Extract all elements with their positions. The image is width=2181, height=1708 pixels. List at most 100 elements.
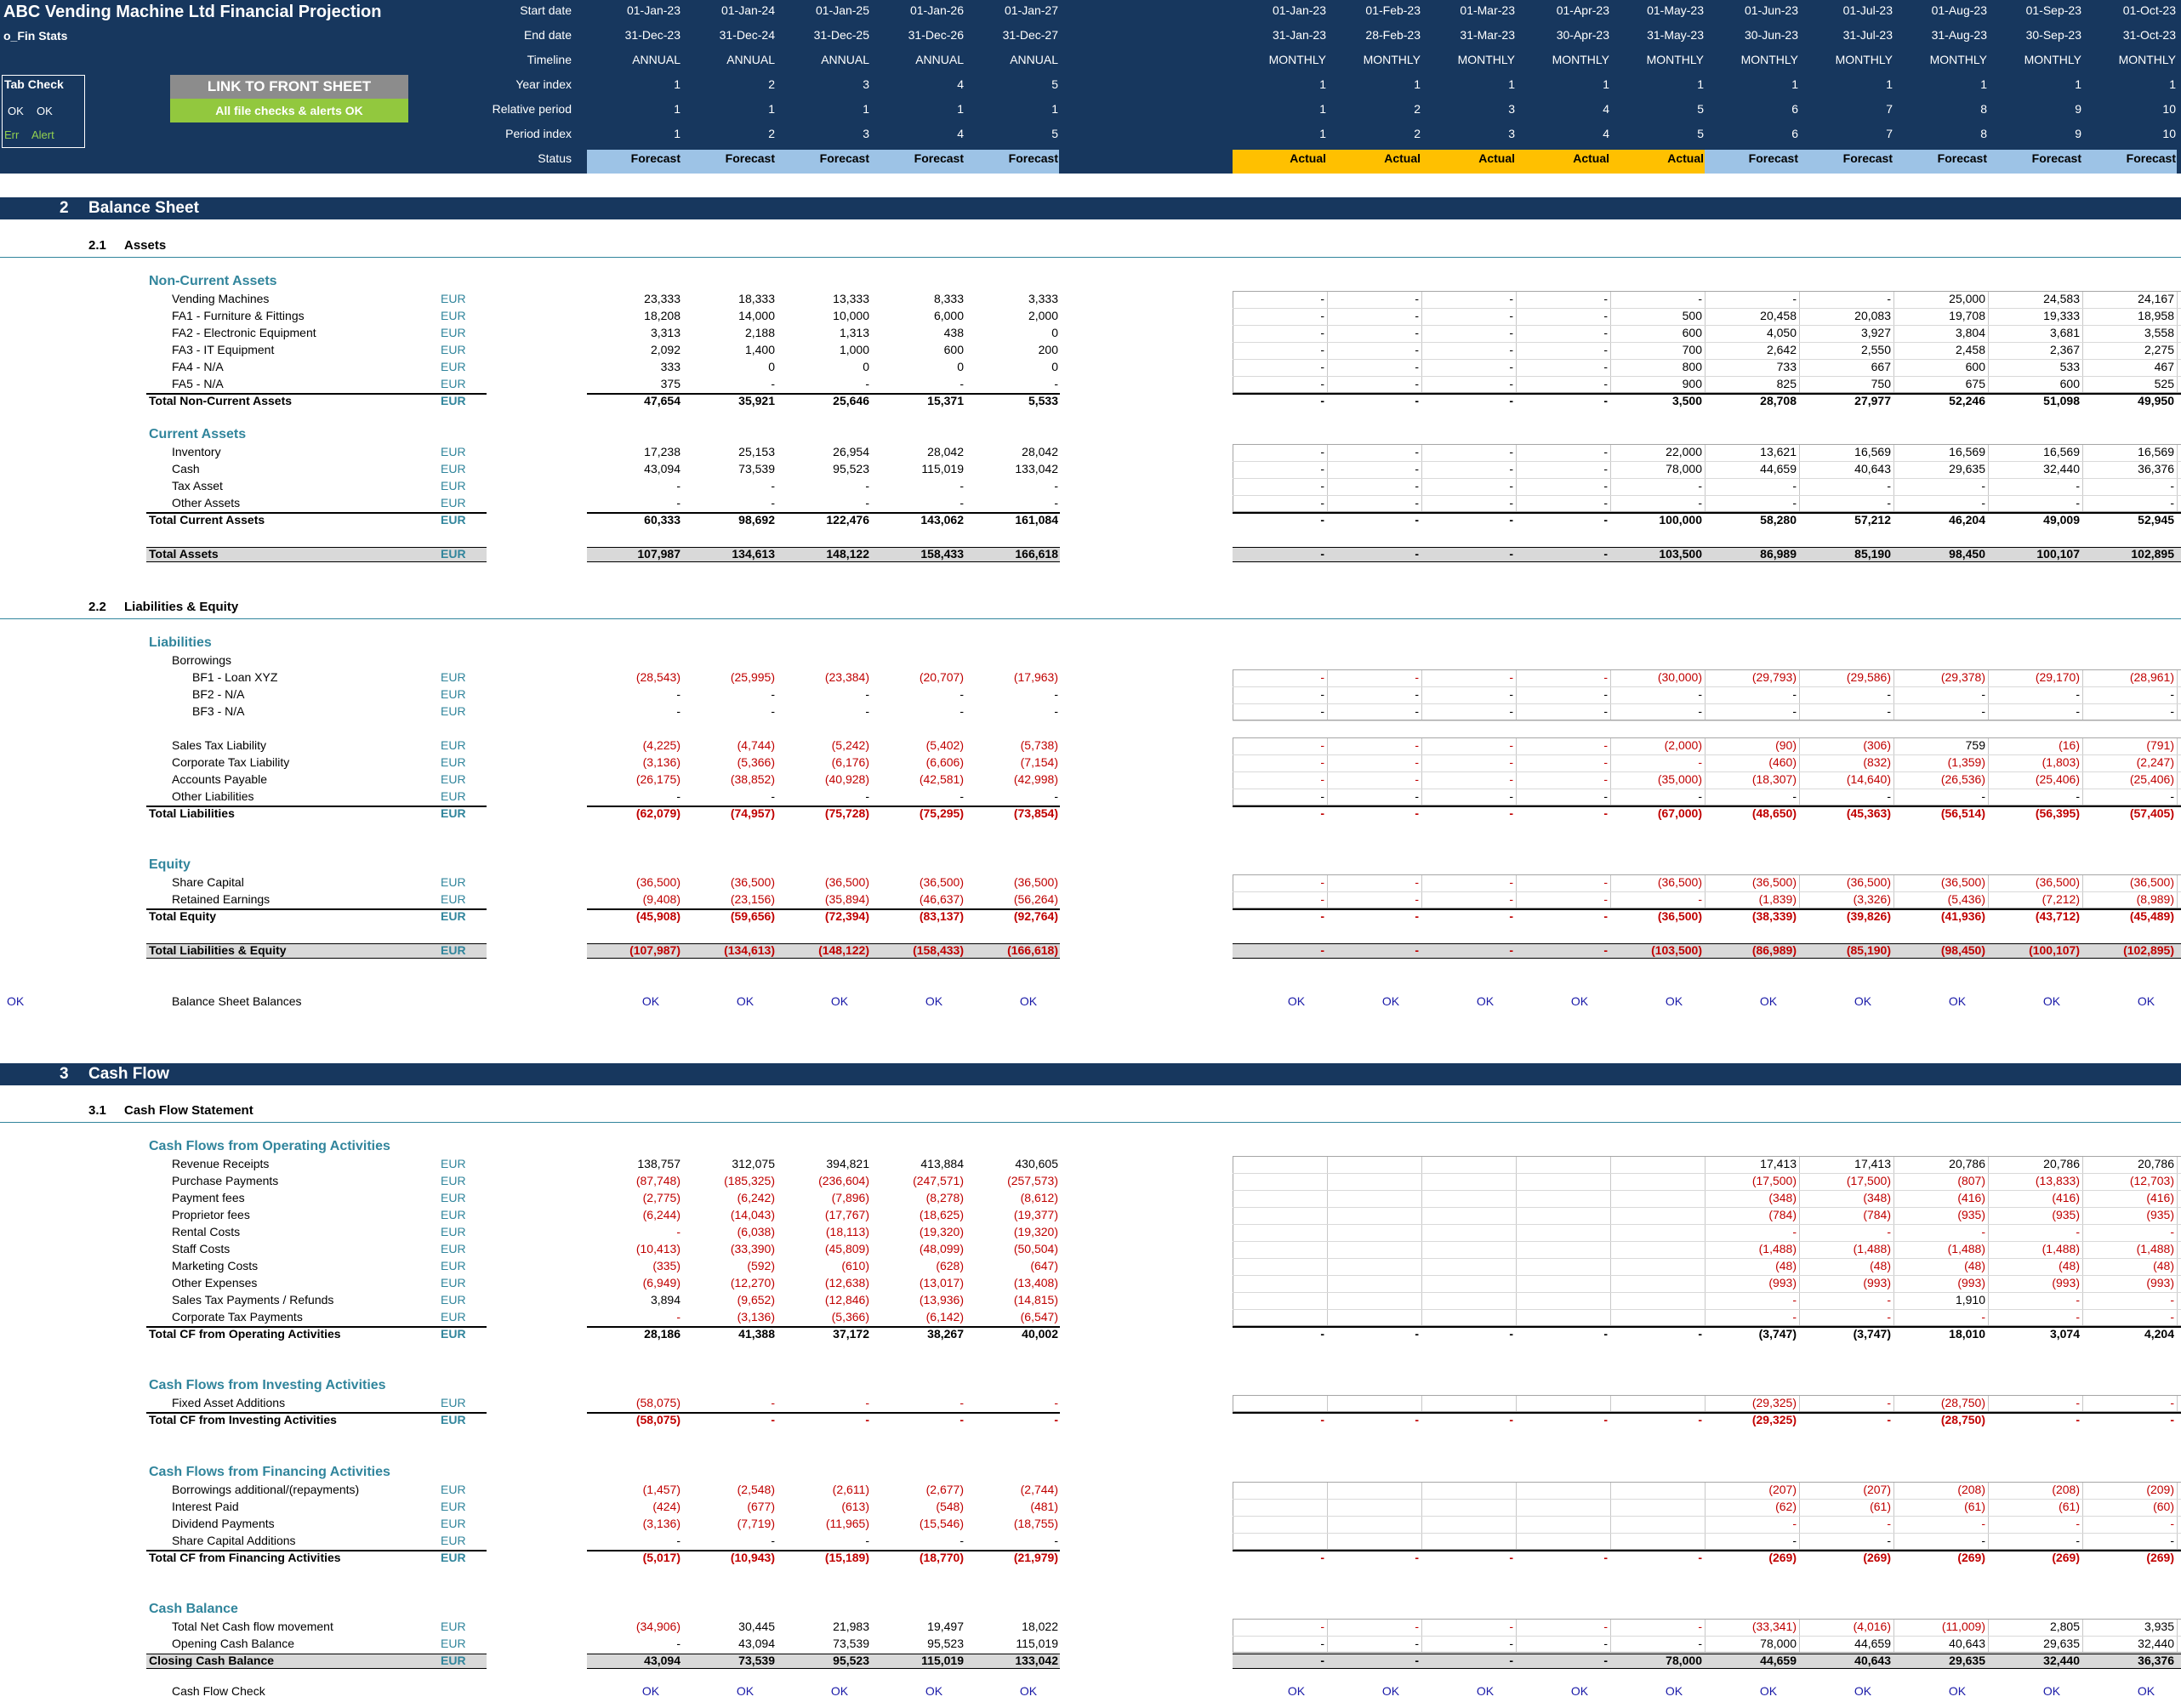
monthly-value-cell: - bbox=[1320, 343, 1324, 356]
monthly-value-cell: - bbox=[1603, 738, 1608, 752]
row-label: FA1 - Furniture & Fittings bbox=[172, 309, 305, 322]
monthly-value-cell: (56,395) bbox=[2035, 806, 2080, 820]
annual-value-cell: - bbox=[771, 496, 775, 510]
monthly-year_index-cell: 1 bbox=[2075, 77, 2081, 91]
annual-value-cell: (87,748) bbox=[635, 1174, 680, 1187]
total-rule bbox=[587, 512, 1060, 514]
tab-check-ok-2: OK bbox=[37, 105, 53, 117]
monthly-value-cell: (1,803) bbox=[2041, 755, 2080, 769]
monthly-value-cell: - bbox=[1603, 909, 1608, 923]
status-cell-bg bbox=[1705, 150, 1799, 174]
row-divider bbox=[1233, 1173, 2181, 1174]
monthly-value-cell: - bbox=[1887, 1413, 1891, 1426]
total-rule bbox=[587, 1326, 1060, 1328]
row-divider bbox=[1233, 1653, 2181, 1654]
monthly-value-cell: - bbox=[1415, 755, 1419, 769]
annual-value-cell: 1,000 bbox=[839, 343, 869, 356]
row-label: Vending Machines bbox=[172, 292, 270, 305]
monthly-value-cell: 32,440 bbox=[2043, 462, 2080, 475]
monthly-value-cell: - bbox=[1887, 687, 1891, 701]
monthly-value-cell: - bbox=[2170, 1396, 2174, 1409]
annual-value-cell: - bbox=[1054, 479, 1058, 492]
unit-label: EUR bbox=[441, 1208, 466, 1221]
monthly-period_index-cell: 6 bbox=[1791, 127, 1798, 140]
row-divider bbox=[1233, 703, 2181, 704]
unit-label: EUR bbox=[441, 1654, 466, 1667]
monthly-value-cell: 44,659 bbox=[1760, 462, 1797, 475]
row-divider bbox=[1233, 1190, 2181, 1191]
annual-value-cell: (4,225) bbox=[642, 738, 680, 752]
monthly-value-cell: - bbox=[1603, 479, 1608, 492]
monthly-value-cell: (56,514) bbox=[1940, 806, 1985, 820]
section-cash-flow: 3 Cash Flow bbox=[0, 1063, 2181, 1085]
annual-year_index-cell: 3 bbox=[863, 77, 869, 91]
monthly-value-cell: (38,339) bbox=[1751, 909, 1797, 923]
monthly-value-cell: (993) bbox=[2052, 1276, 2080, 1290]
unit-label: EUR bbox=[441, 1259, 466, 1272]
monthly-value-cell: (86,989) bbox=[1751, 943, 1797, 957]
monthly-value-cell: (61) bbox=[2059, 1500, 2080, 1513]
row-label: Payment fees bbox=[172, 1191, 245, 1204]
row-label: Share Capital Additions bbox=[172, 1534, 296, 1547]
row-divider bbox=[1233, 308, 2181, 309]
link-to-front-sheet-button[interactable]: LINK TO FRONT SHEET bbox=[170, 75, 408, 99]
annual-value-cell: (2,548) bbox=[737, 1483, 775, 1496]
monthly-start-cell: 01-Feb-23 bbox=[1365, 3, 1421, 17]
monthly-value-cell: - bbox=[1887, 1293, 1891, 1307]
subsection-title: Assets bbox=[124, 238, 167, 253]
monthly-value-cell: (993) bbox=[1957, 1276, 1985, 1290]
monthly-value-cell: - bbox=[1509, 547, 1513, 561]
total-rule bbox=[587, 1412, 1060, 1414]
monthly-value-cell: - bbox=[1509, 479, 1513, 492]
monthly-value-cell: - bbox=[1603, 343, 1608, 356]
monthly-value-cell: - bbox=[1509, 738, 1513, 752]
total-rule bbox=[587, 908, 1060, 910]
monthly-value-cell: (30,000) bbox=[1657, 670, 1702, 684]
monthly-value-cell: (29,793) bbox=[1751, 670, 1797, 684]
monthly-value-cell: - bbox=[1320, 1637, 1324, 1650]
monthly-value-cell: - bbox=[1415, 789, 1419, 803]
annual-value-cell: (18,113) bbox=[825, 1225, 869, 1238]
row-label: Accounts Payable bbox=[172, 772, 268, 786]
row-label: Revenue Receipts bbox=[172, 1157, 270, 1170]
grand-total-bar-monthly bbox=[1233, 1654, 2181, 1669]
monthly-value-cell: 52,945 bbox=[2138, 513, 2174, 527]
monthly-value-cell: OK bbox=[2137, 1684, 2155, 1698]
monthly-period_index-cell: 5 bbox=[1697, 127, 1704, 140]
row-label: Closing Cash Balance bbox=[149, 1654, 275, 1667]
annual-value-cell: 115,019 bbox=[921, 462, 964, 475]
monthly-value-cell: - bbox=[1509, 326, 1513, 339]
annual-status-cell: Forecast bbox=[914, 151, 964, 165]
row-label: Total Assets bbox=[149, 547, 219, 561]
annual-value-cell: (59,656) bbox=[730, 909, 775, 923]
monthly-value-cell: - bbox=[1698, 687, 1702, 701]
monthly-timeline-cell: MONTHLY bbox=[1835, 53, 1893, 66]
monthly-value-cell: - bbox=[1603, 704, 1608, 718]
monthly-value-cell: 16,569 bbox=[2138, 445, 2174, 458]
monthly-value-cell: - bbox=[1320, 772, 1324, 786]
monthly-timeline-cell: MONTHLY bbox=[1268, 53, 1326, 66]
annual-value-cell: (5,242) bbox=[831, 738, 869, 752]
monthly-value-cell: - bbox=[1415, 670, 1419, 684]
monthly-value-cell: (36,500) bbox=[1940, 875, 1985, 889]
annual-value-cell: 3,313 bbox=[650, 326, 680, 339]
monthly-value-cell: - bbox=[1698, 479, 1702, 492]
monthly-value-cell: - bbox=[1698, 1327, 1702, 1341]
monthly-value-cell: - bbox=[2076, 496, 2080, 510]
annual-value-cell: 28,186 bbox=[644, 1327, 680, 1341]
monthly-value-cell: - bbox=[1792, 789, 1797, 803]
unit-label: EUR bbox=[441, 479, 466, 492]
monthly-timeline-cell: MONTHLY bbox=[2024, 53, 2081, 66]
monthly-value-cell: (2,247) bbox=[2136, 755, 2174, 769]
monthly-value-cell: (25,406) bbox=[2035, 772, 2080, 786]
monthly-value-cell: - bbox=[1792, 704, 1797, 718]
monthly-value-cell: 667 bbox=[1871, 360, 1891, 373]
row-label: Dividend Payments bbox=[172, 1517, 275, 1530]
annual-value-cell: (12,270) bbox=[730, 1276, 775, 1290]
status-forecast-band bbox=[587, 150, 1059, 174]
annual-value-cell: 0 bbox=[1051, 360, 1058, 373]
annual-value-cell: 13,333 bbox=[833, 292, 869, 305]
row-divider bbox=[1233, 461, 2181, 462]
row-label: Equity bbox=[149, 857, 191, 872]
row-label: Corporate Tax Liability bbox=[172, 755, 290, 769]
